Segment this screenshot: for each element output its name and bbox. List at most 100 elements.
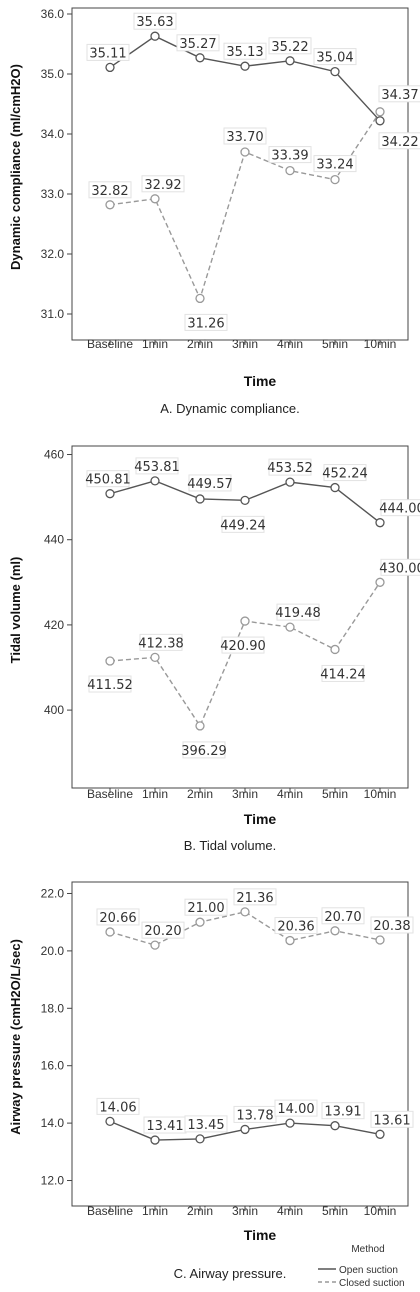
data-label-box	[276, 603, 320, 621]
data-label-box	[133, 12, 177, 30]
data-point	[150, 940, 160, 950]
x-tick-label: 2min	[187, 337, 213, 351]
data-label: 35.27	[179, 37, 216, 52]
legend-item-open: Open suction	[339, 1265, 398, 1276]
data-label-box	[274, 1099, 318, 1117]
y-tick-label: 36.0	[41, 7, 65, 21]
data-point	[195, 293, 205, 304]
data-label-box	[370, 1110, 414, 1128]
data-label: 13.45	[187, 1118, 224, 1133]
x-tick-label: 2min	[187, 1204, 213, 1218]
data-label-box	[182, 741, 226, 759]
plot-frame	[71, 7, 409, 341]
data-point	[285, 935, 295, 946]
data-label: 449.57	[187, 477, 233, 492]
y-tick-label: 32.0	[41, 247, 65, 261]
data-label: 33.70	[226, 130, 263, 145]
y-tick-label: 420	[44, 618, 64, 632]
data-label-box	[274, 917, 318, 935]
x-tick-label: 4min	[277, 787, 303, 801]
data-point	[195, 1134, 205, 1144]
data-label: 34.37	[381, 88, 418, 103]
x-axis-label: Time	[244, 1227, 277, 1243]
data-label-box	[370, 916, 414, 934]
plot-frame	[71, 445, 409, 789]
x-tick-label: 2min	[187, 787, 213, 801]
y-tick-label: 400	[44, 703, 64, 717]
y-tick-label: 18.0	[41, 1001, 65, 1015]
data-label-box	[188, 474, 232, 492]
data-point	[330, 1121, 340, 1131]
data-label-box	[233, 888, 277, 906]
data-label: 35.11	[89, 46, 126, 61]
data-point	[150, 476, 160, 486]
chart-caption: A. Dynamic compliance.	[160, 401, 299, 416]
data-label: 20.70	[324, 910, 361, 925]
data-label-box	[380, 558, 420, 576]
data-label: 13.41	[146, 1119, 183, 1134]
data-point	[240, 495, 250, 506]
data-label-box	[184, 898, 228, 916]
data-label: 14.00	[277, 1102, 314, 1117]
legend: Method Open suction Closed suction	[318, 1244, 405, 1289]
chart-caption: B. Tidal volume.	[184, 838, 277, 853]
data-point	[105, 656, 115, 666]
y-tick-label: 20.0	[41, 944, 65, 958]
data-label: 430.00	[379, 561, 420, 576]
data-point	[330, 644, 340, 655]
y-tick-label: 440	[44, 533, 64, 547]
data-label-box	[313, 48, 357, 66]
data-label: 14.06	[99, 1100, 136, 1115]
data-label-box	[221, 636, 265, 654]
data-point	[375, 935, 385, 945]
y-tick-label: 22.0	[41, 886, 65, 900]
x-tick-label: 3min	[232, 787, 258, 801]
data-label-box	[223, 127, 267, 145]
x-tick-label: 5min	[322, 787, 348, 801]
data-point	[105, 927, 115, 937]
data-point	[330, 926, 340, 936]
chart-caption: C. Airway pressure.	[174, 1266, 287, 1281]
data-label: 32.92	[144, 178, 181, 193]
data-point	[375, 107, 385, 117]
data-label: 13.78	[236, 1108, 273, 1123]
data-label-box	[323, 464, 367, 482]
data-point	[105, 62, 115, 73]
x-tick-label: 1min	[142, 787, 168, 801]
data-label-box	[86, 43, 130, 61]
data-label: 453.81	[134, 460, 180, 475]
data-point	[285, 477, 295, 487]
data-label-box	[88, 181, 132, 199]
data-point	[375, 518, 385, 528]
data-label-box	[88, 675, 132, 693]
data-point	[285, 56, 295, 66]
data-point	[195, 53, 205, 63]
data-label: 33.24	[316, 158, 353, 173]
series-line	[109, 581, 381, 728]
data-label: 414.24	[320, 667, 366, 682]
data-label: 34.22	[381, 135, 418, 150]
data-label: 35.63	[136, 15, 173, 30]
y-tick-label: 31.0	[41, 307, 65, 321]
data-label-box	[176, 34, 220, 52]
x-tick-label: 1min	[142, 1204, 168, 1218]
data-label-box	[139, 633, 183, 651]
data-point	[150, 652, 160, 663]
data-label: 35.04	[316, 51, 353, 66]
data-label: 452.24	[322, 467, 368, 482]
data-label-box	[321, 907, 365, 925]
data-label: 13.91	[324, 1105, 361, 1120]
data-point	[330, 174, 340, 185]
series-open-suction: 14.06 13.41 13.45 13.78 14.00 13.91 13.61	[96, 1097, 414, 1145]
data-label-box	[141, 175, 185, 193]
data-label: 419.48	[275, 606, 321, 621]
data-label: 396.29	[181, 744, 227, 759]
data-label-box	[221, 515, 265, 533]
data-point	[150, 31, 160, 41]
x-tick-label: Baseline	[87, 787, 133, 801]
data-label: 21.00	[187, 901, 224, 916]
y-tick-label: 33.0	[41, 187, 65, 201]
data-point	[240, 61, 250, 71]
data-point	[330, 482, 340, 493]
